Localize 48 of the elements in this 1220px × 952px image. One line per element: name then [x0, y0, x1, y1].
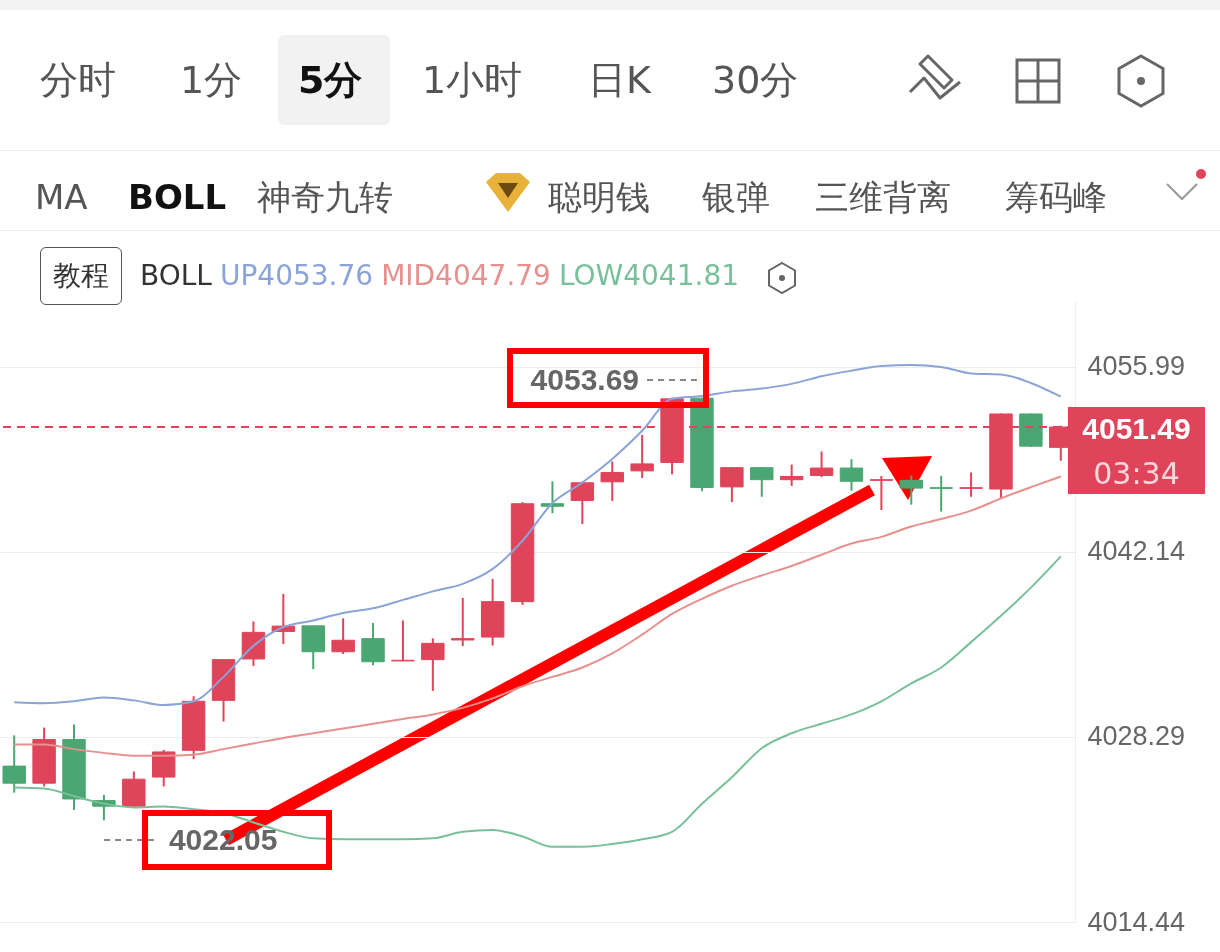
legend-title: BOLL [140, 259, 212, 292]
text: 日K [588, 58, 651, 102]
candlestick [361, 622, 385, 667]
candlestick [869, 474, 894, 512]
candlestick [929, 474, 953, 513]
line-series [13, 364, 1062, 707]
line-series [13, 555, 1062, 848]
text: MID4047.79 [381, 259, 551, 292]
y-tick-label: 4014.44 [1087, 906, 1186, 937]
candlestick [2, 734, 26, 794]
candlestick [899, 474, 923, 506]
text: 1分 [180, 58, 243, 102]
text: 1小时 [422, 58, 523, 102]
text: 分时 [40, 58, 116, 102]
candlestick [750, 465, 774, 498]
text: 03:34 [1092, 456, 1181, 492]
candlestick [421, 637, 445, 692]
candlestick [839, 458, 864, 492]
text: MA [35, 177, 88, 217]
text: 教程 [40, 247, 122, 305]
candlestick [600, 460, 624, 502]
text: LOW4041.81 [558, 259, 740, 292]
candlestick [570, 480, 595, 526]
text: 银弹 [702, 177, 770, 217]
annotation: 4022.05 [168, 823, 278, 857]
candlestick [630, 433, 654, 480]
y-tick-label: 4055.99 [1087, 351, 1186, 382]
candlestick [540, 480, 565, 515]
candlestick [331, 617, 355, 656]
candlestick [959, 471, 983, 498]
text: 聪明钱 [548, 177, 650, 217]
text: 5分 [298, 58, 363, 102]
ref-line-label: 4051.49 [1081, 412, 1192, 446]
text: UP4053.76 [219, 259, 374, 292]
text: BOLL [128, 177, 227, 217]
annotation: 4053.69 [529, 362, 640, 396]
text: 三维背离 [815, 177, 951, 217]
line-series [13, 475, 1062, 757]
candlestick [779, 463, 804, 487]
candlestick [809, 450, 834, 479]
y-tick-label: 4028.29 [1087, 721, 1186, 752]
y-tick-label: 4042.14 [1087, 536, 1186, 567]
text: 神奇九转 [257, 177, 393, 217]
text: 30分 [712, 58, 799, 102]
text: 筹码峰 [1005, 177, 1107, 217]
candlestick [720, 465, 744, 504]
candlestick [451, 596, 475, 648]
candlestick [391, 619, 415, 662]
